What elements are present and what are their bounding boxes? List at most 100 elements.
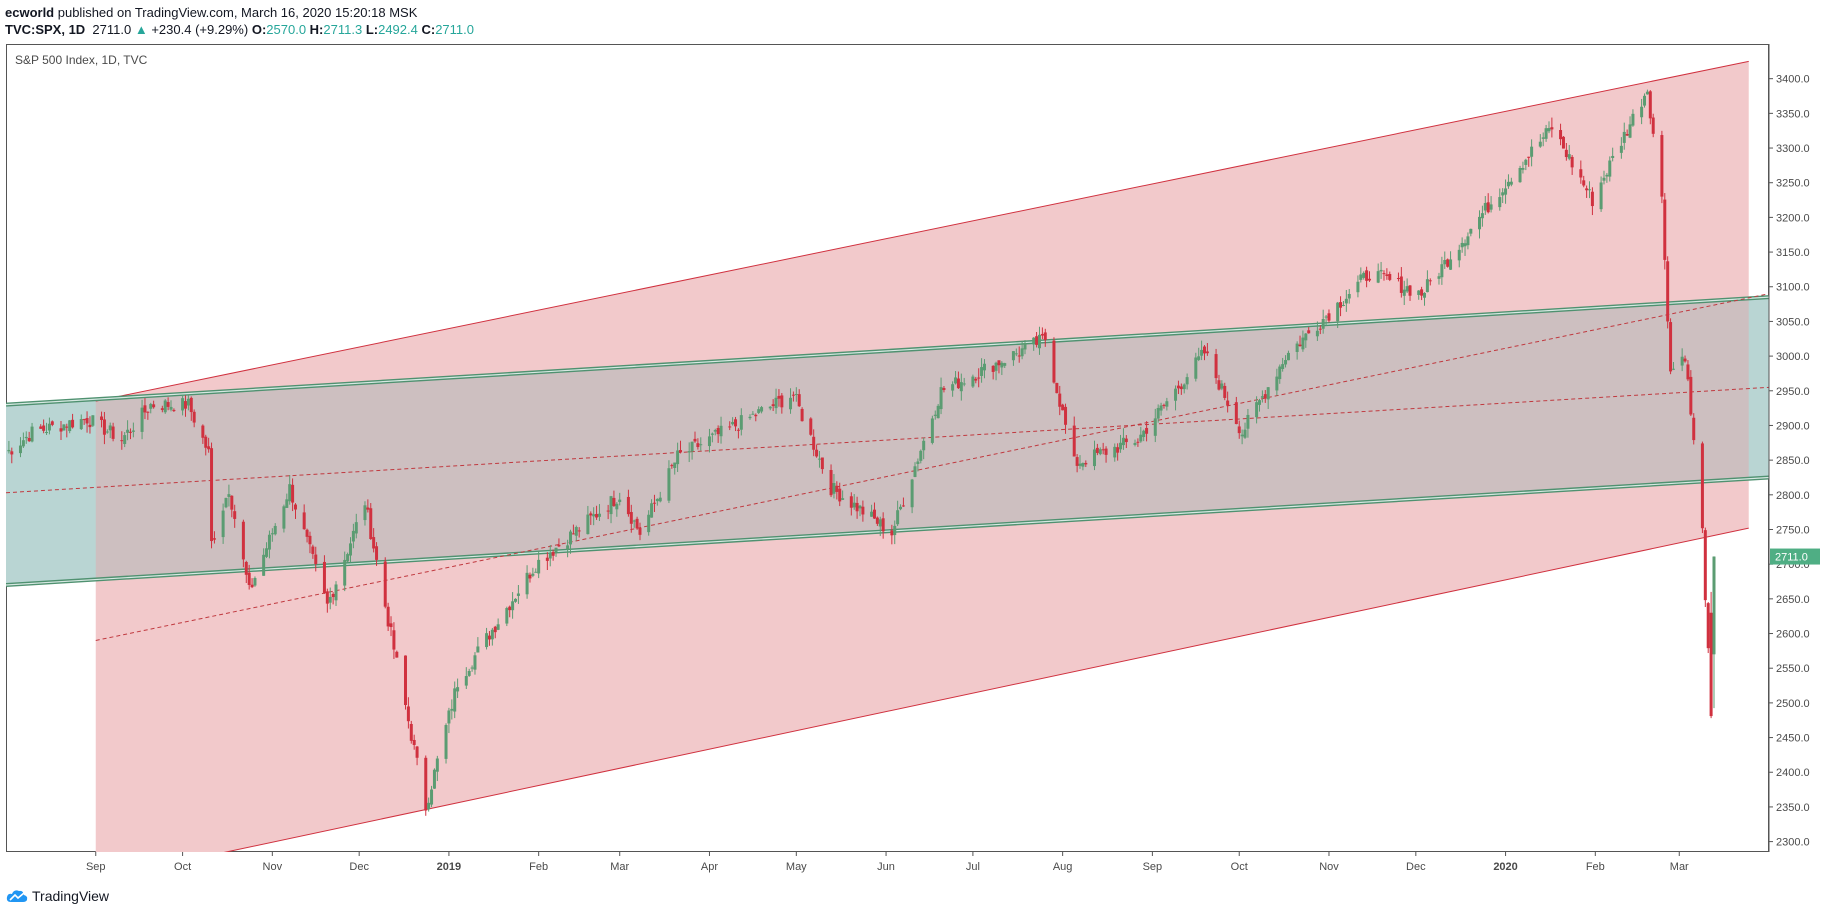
candle-body (50, 421, 54, 425)
candle-body (710, 433, 714, 435)
candle-body (930, 418, 934, 443)
time-tick-label: Feb (1586, 861, 1605, 873)
candle-body (1579, 169, 1583, 178)
candle-body (1478, 216, 1482, 230)
author-name[interactable]: ecworld (5, 5, 55, 20)
candle-body (505, 608, 509, 624)
candle-body (1072, 425, 1076, 457)
candle-body (597, 513, 601, 517)
candle-body (997, 360, 1001, 366)
candle-body (626, 496, 630, 515)
candle-body (1666, 261, 1670, 322)
candle-body (1194, 357, 1198, 379)
candle-body (311, 546, 315, 554)
candle-body (409, 723, 413, 741)
candle-body (1179, 386, 1183, 390)
time-tick-label: 2020 (1493, 861, 1517, 873)
candle-body (1234, 402, 1238, 425)
candle-body (65, 426, 69, 428)
candle-body (85, 418, 89, 424)
candle-body (713, 430, 717, 432)
price-tick-label: 2850.0 (1776, 455, 1810, 467)
price-tick-label: 3100.0 (1776, 282, 1810, 294)
candle-body (1156, 407, 1160, 419)
candle-body (253, 577, 257, 586)
candle-body (739, 415, 743, 430)
candle-body (809, 418, 813, 435)
candle-body (1541, 137, 1545, 139)
candle-body (1040, 333, 1044, 336)
candle-body (1680, 356, 1684, 366)
candle-body (328, 596, 332, 603)
candle-body (577, 530, 581, 532)
candle-body (1498, 197, 1502, 208)
candle-body (901, 505, 905, 507)
candle-body (586, 514, 590, 535)
change-arrow-icon: ▲ (134, 22, 148, 37)
candle-body (870, 511, 874, 517)
candle-body (817, 458, 821, 460)
candle-body (841, 498, 845, 500)
candle-body (751, 413, 755, 415)
candle-body (487, 635, 491, 640)
candle-body (1324, 316, 1328, 318)
price-tick-label: 2800.0 (1776, 490, 1810, 502)
close-value: 2711.0 (435, 22, 474, 37)
candle-body (647, 514, 651, 533)
candle-body (1011, 351, 1015, 361)
price-tick-label: 2450.0 (1776, 733, 1810, 745)
candle-body (1255, 402, 1259, 418)
candle-body (1205, 351, 1209, 354)
candle-body (30, 426, 34, 442)
candle-body (1003, 363, 1007, 366)
candle-body (1321, 318, 1325, 329)
candle-body (415, 746, 419, 758)
candle-body (212, 538, 216, 540)
candle-body (71, 419, 75, 428)
candle-body (852, 502, 856, 508)
brand-name: TradingView (32, 888, 110, 904)
candle-body (485, 633, 489, 648)
candle-body (1368, 278, 1372, 281)
candle-body (189, 397, 193, 413)
candle-body (1139, 434, 1143, 442)
candle-body (149, 403, 153, 409)
price-tick-label: 3300.0 (1776, 143, 1810, 155)
candle-body (1119, 442, 1123, 450)
footer-brand[interactable]: TradingView (6, 888, 109, 904)
candle-body (1266, 387, 1270, 400)
candle-body (1382, 273, 1386, 275)
candle-body (1663, 199, 1667, 260)
candle-body (1524, 159, 1528, 165)
candle-body (1585, 188, 1589, 191)
candle-body (314, 554, 318, 565)
candle-body (832, 483, 836, 494)
time-tick-label: Mar (610, 861, 629, 873)
candle-body (126, 429, 130, 433)
candle-body (1449, 259, 1453, 270)
candle-body (548, 553, 552, 559)
candle-body (1301, 337, 1305, 350)
candle-body (771, 404, 775, 407)
candle-body (1428, 280, 1432, 282)
candle-body (366, 507, 370, 510)
candle-body (1359, 274, 1363, 280)
candle-body (1530, 146, 1534, 157)
candle-body (1084, 462, 1088, 465)
candle-body (1220, 383, 1224, 389)
price-tick-label: 2400.0 (1776, 767, 1810, 779)
candle-body (1197, 356, 1201, 360)
candle-body (369, 508, 373, 539)
candle-body (1202, 346, 1206, 354)
candle-body (858, 505, 862, 509)
candle-body (820, 457, 824, 470)
candle-body (91, 415, 95, 426)
candle-body (1486, 202, 1490, 213)
candle-body (835, 485, 839, 492)
candle-body (1064, 406, 1068, 425)
candle-body (977, 377, 981, 379)
candle-body (1645, 91, 1649, 95)
candle-body (1489, 204, 1493, 210)
candle-body (456, 687, 460, 692)
